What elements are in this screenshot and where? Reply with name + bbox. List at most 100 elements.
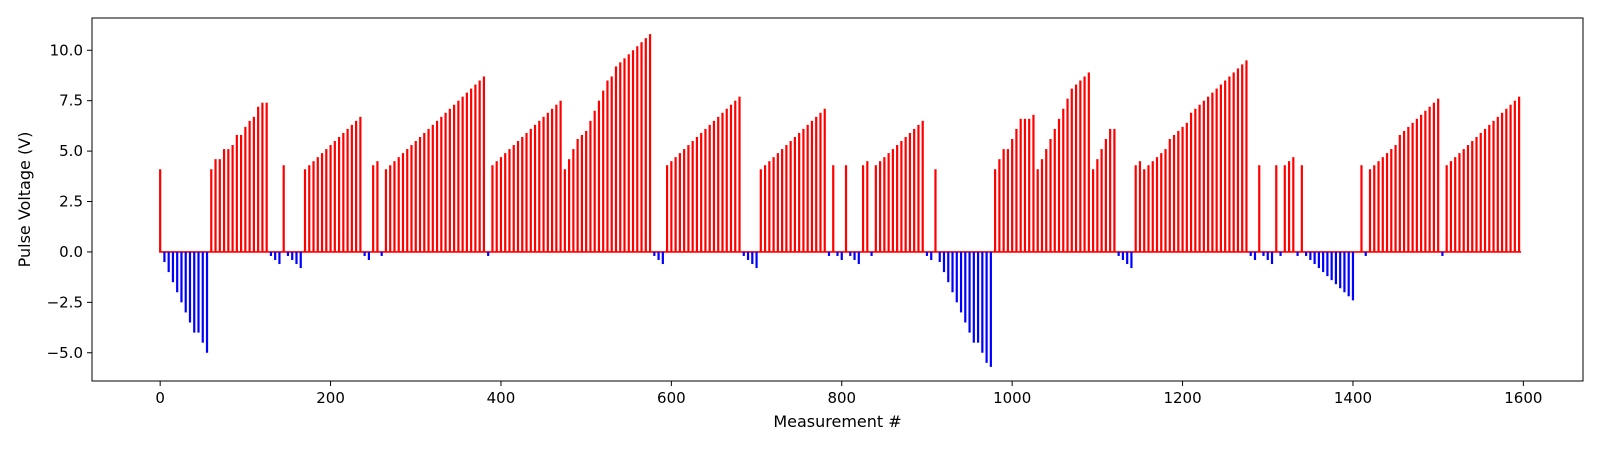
positive-pulse-bar [1407,126,1410,252]
positive-pulse-bar [695,136,699,252]
positive-pulse-bar [793,136,796,252]
negative-pulse-bar [955,251,958,303]
negative-pulse-bar [286,251,290,256]
positive-pulse-bar [504,153,507,252]
positive-pulse-bar [372,165,375,252]
positive-pulse-bar [1045,149,1048,252]
positive-pulse-bar [614,66,618,252]
positive-pulse-bar [1241,64,1244,252]
positive-pulse-bar [563,169,566,252]
positive-pulse-bar [1194,108,1197,252]
positive-pulse-bar [1462,149,1465,252]
positive-pulse-bar [427,128,430,252]
negative-pulse-bar [853,251,856,260]
positive-pulse-bar [248,120,251,252]
positive-pulse-bar [861,165,865,252]
negative-pulse-bar [367,251,370,260]
plot-area [91,17,1584,382]
positive-pulse-bar [819,112,822,252]
negative-pulse-bar [274,251,277,260]
x-tick-label: 0 [155,389,165,407]
positive-pulse-bar [1143,169,1146,252]
positive-pulse-bar [303,169,307,252]
negative-pulse-bar [184,251,187,313]
positive-pulse-bar [1181,126,1184,252]
x-axis-title: Measurement # [773,412,901,431]
positive-pulse-bar [644,38,647,252]
negative-pulse-bar [968,251,971,333]
negative-pulse-bar [1343,251,1346,293]
positive-pulse-bar [491,165,494,252]
positive-pulse-bar [1011,139,1014,252]
positive-pulse-bar [891,149,894,252]
positive-pulse-bar [529,128,532,252]
positive-pulse-bar [1109,128,1112,252]
positive-pulse-bar [1492,120,1495,252]
negative-pulse-bar [269,251,273,256]
negative-pulse-bar [981,251,984,353]
positive-pulse-bar [734,100,737,252]
positive-pulse-bar [1219,84,1222,252]
negative-pulse-bar [278,251,281,265]
positive-pulse-bar [1377,161,1380,252]
positive-pulse-bar [320,153,324,252]
positive-pulse-bar [1432,102,1435,252]
positive-pulse-bar [1207,96,1210,252]
positive-pulse-bar [474,84,477,252]
positive-pulse-bar [257,106,260,252]
negative-pulse-bar [1117,251,1120,256]
positive-pulse-bar [376,161,379,252]
positive-pulse-bar [384,169,388,252]
negative-pulse-bar [925,251,929,256]
y-axis-title: Pulse Voltage (V) [15,132,34,268]
positive-pulse-bar [1177,130,1180,252]
positive-pulse-bar [1411,122,1414,252]
positive-pulse-bar [444,112,447,252]
positive-pulse-bar [1509,104,1512,252]
positive-pulse-bar [597,100,601,252]
negative-pulse-bar [751,251,754,265]
negative-pulse-bar [1126,251,1129,265]
negative-pulse-bar [201,251,204,343]
negative-pulse-bar [1249,251,1252,256]
positive-pulse-bar [576,139,579,252]
positive-pulse-bar [1202,100,1205,252]
negative-pulse-bar [746,251,750,260]
positive-pulse-bar [815,116,818,252]
positive-pulse-bar [1500,112,1504,252]
negative-pulse-bar [1441,251,1444,256]
negative-pulse-bar [180,251,183,303]
positive-pulse-bar [1292,157,1295,252]
positive-pulse-bar [1224,80,1227,252]
positive-pulse-bar [1228,76,1231,252]
positive-pulse-bar [397,157,400,252]
positive-pulse-bar [917,124,920,252]
positive-pulse-bar [240,134,243,252]
positive-pulse-bar [759,169,762,252]
positive-pulse-bar [1360,165,1363,252]
y-tick-label: 7.5 [59,92,83,110]
positive-pulse-bar [1066,98,1069,252]
bars-layer [159,34,1521,367]
negative-pulse-bar [299,251,302,269]
negative-pulse-bar [1339,251,1342,289]
positive-pulse-bar [406,149,409,252]
positive-pulse-bar [1138,161,1142,252]
positive-pulse-bar [393,161,396,252]
positive-pulse-bar [1002,149,1005,252]
positive-pulse-bar [1496,116,1499,252]
positive-pulse-bar [1096,159,1099,252]
negative-pulse-bar [964,251,967,323]
x-tick-label: 800 [827,389,856,407]
positive-pulse-bar [1092,169,1095,252]
positive-pulse-bar [210,169,213,252]
positive-pulse-bar [521,136,524,252]
axes-frame [91,17,1584,382]
positive-pulse-bar [921,120,924,252]
positive-pulse-bar [1424,110,1427,252]
positive-pulse-bar [359,116,362,252]
negative-pulse-bar [205,251,209,353]
positive-pulse-bar [717,116,720,252]
positive-pulse-bar [1385,153,1389,252]
